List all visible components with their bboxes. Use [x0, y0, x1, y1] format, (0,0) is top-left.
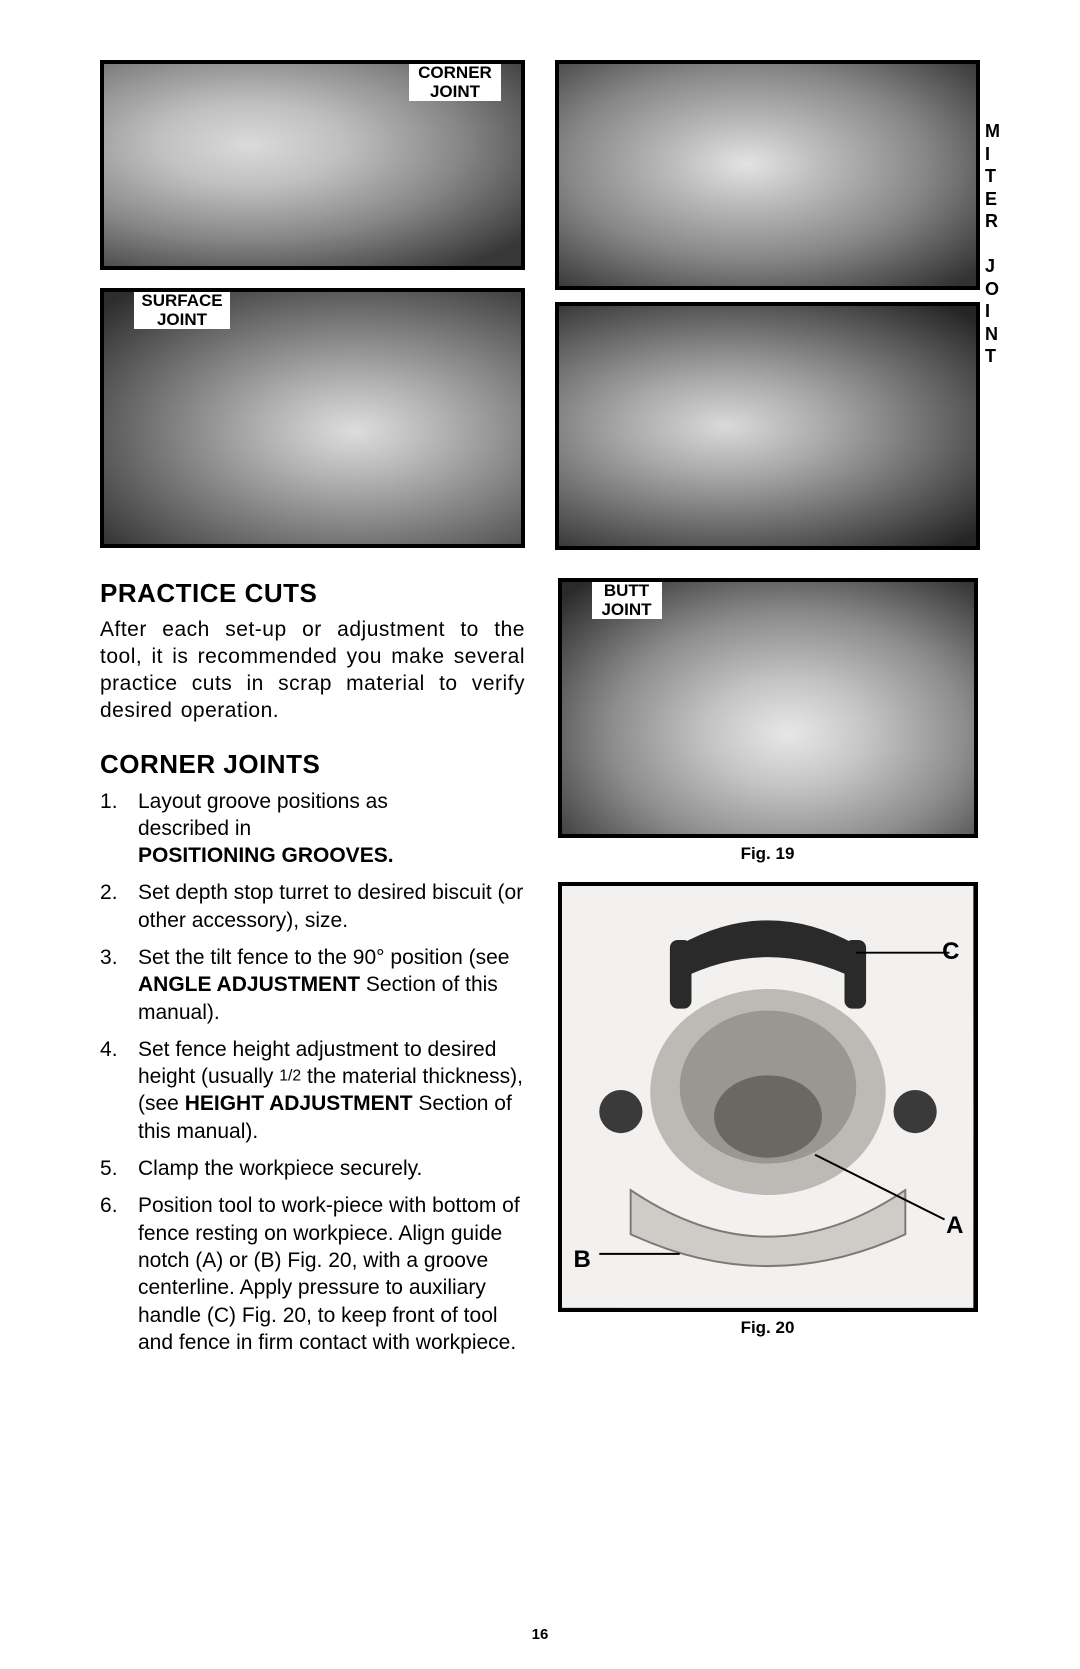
figure-column-right: BUTT JOINT Fig. 19 — [555, 578, 980, 1366]
positioning-grooves-ref: POSITIONING GROOVES. — [138, 844, 394, 867]
fig20-caption: Fig. 20 — [741, 1318, 795, 1338]
miter-joint-vertical-label: MITER JOINT — [985, 120, 1002, 368]
tool-illustration — [562, 886, 974, 1308]
step-2: Set depth stop turret to desired biscuit… — [100, 879, 525, 934]
surface-joint-label: SURFACE JOINT — [134, 292, 230, 329]
corner-joints-steps: Layout groove positions as described in … — [100, 788, 525, 1357]
corner-joint-figure: CORNER JOINT — [100, 60, 525, 270]
corner-joints-heading: CORNER JOINTS — [100, 749, 525, 780]
callout-c: C — [942, 938, 959, 966]
callout-a: A — [946, 1212, 963, 1240]
corner-joint-label: CORNER JOINT — [409, 64, 501, 101]
fig19-caption: Fig. 19 — [741, 844, 795, 864]
butt-joint-figure: BUTT JOINT — [558, 578, 978, 838]
angle-adjustment-ref: ANGLE ADJUSTMENT — [138, 973, 360, 996]
miter-joint-figure-bottom — [555, 302, 980, 550]
butt-joint-label: BUTT JOINT — [592, 582, 662, 619]
miter-joint-figure-top — [555, 60, 980, 290]
practice-cuts-heading: PRACTICE CUTS — [100, 578, 525, 609]
page-number: 16 — [0, 1626, 1080, 1643]
top-figure-grid: CORNER JOINT SURFACE JOINT MITER JOINT — [100, 60, 980, 550]
left-figure-column: CORNER JOINT SURFACE JOINT — [100, 60, 525, 550]
step-4: Set fence height adjustment to desired h… — [100, 1036, 525, 1145]
step-5: Clamp the workpiece securely. — [100, 1155, 525, 1182]
step-6: Position tool to work-piece with bottom … — [100, 1192, 525, 1356]
tool-figure: C A B — [558, 882, 978, 1312]
practice-cuts-paragraph: After each set-up or adjustment to the t… — [100, 617, 525, 725]
callout-b: B — [574, 1246, 591, 1274]
step-3: Set the tilt fence to the 90° position (… — [100, 944, 525, 1026]
surface-joint-figure: SURFACE JOINT — [100, 288, 525, 548]
lower-region: PRACTICE CUTS After each set-up or adjus… — [100, 578, 980, 1366]
step-1: Layout groove positions as described in … — [100, 788, 410, 870]
right-figure-column: MITER JOINT — [555, 60, 980, 550]
text-column: PRACTICE CUTS After each set-up or adjus… — [100, 578, 525, 1366]
height-adjustment-ref: HEIGHT ADJUSTMENT — [185, 1092, 413, 1115]
